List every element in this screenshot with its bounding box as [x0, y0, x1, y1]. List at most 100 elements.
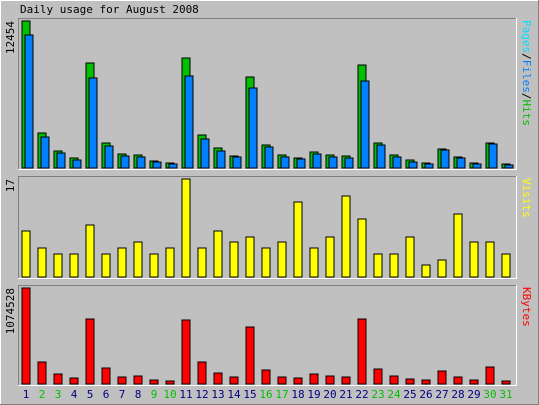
bar-hits-files-day-12 [200, 138, 210, 169]
bar-hits-files-day-24 [392, 156, 402, 169]
day-label-19: 19 [307, 388, 320, 401]
bar-kbytes-kbytes-day-13 [213, 372, 223, 385]
bar-visits-visits-day-14 [229, 241, 239, 278]
bar-kbytes-kbytes-day-30 [485, 366, 495, 385]
day-label-13: 13 [211, 388, 224, 401]
day-label-29: 29 [467, 388, 480, 401]
bar-kbytes-kbytes-day-27 [437, 370, 447, 385]
bar-visits-visits-day-27 [437, 259, 447, 278]
day-label-8: 8 [135, 388, 142, 401]
bar-visits-visits-day-2 [37, 247, 47, 278]
bar-hits-files-day-29 [472, 163, 482, 169]
bar-kbytes-kbytes-day-24 [389, 375, 399, 385]
legend-part-3: / [520, 93, 533, 100]
day-label-9: 9 [151, 388, 158, 401]
bar-kbytes-kbytes-day-22 [357, 318, 367, 385]
bar-visits-visits-day-22 [357, 218, 367, 278]
bar-visits-visits-day-13 [213, 230, 223, 278]
bar-kbytes-kbytes-day-10 [165, 380, 175, 385]
day-label-4: 4 [71, 388, 78, 401]
bar-hits-files-day-27 [440, 149, 450, 169]
bar-visits-visits-day-28 [453, 213, 463, 278]
day-label-30: 30 [483, 388, 496, 401]
bar-kbytes-kbytes-day-23 [373, 368, 383, 385]
bar-visits-visits-day-15 [245, 236, 255, 278]
bar-hits-files-day-8 [136, 156, 146, 169]
bar-visits-visits-day-1 [21, 230, 31, 278]
bar-kbytes-kbytes-day-8 [133, 375, 143, 385]
bar-hits-files-day-14 [232, 156, 242, 169]
bar-visits-visits-day-31 [501, 253, 511, 278]
bar-kbytes-kbytes-day-16 [261, 369, 271, 385]
bar-hits-files-day-9 [152, 161, 162, 169]
bar-hits-files-day-31 [504, 164, 514, 169]
legend-part-1: / [520, 53, 533, 60]
bar-kbytes-kbytes-day-21 [341, 376, 351, 385]
bar-visits-visits-day-17 [277, 241, 287, 278]
panel-hits-legend: Pages/Files/Hits [520, 20, 533, 126]
bar-visits-visits-day-3 [53, 253, 63, 278]
day-label-24: 24 [387, 388, 401, 401]
bar-visits-visits-day-19 [309, 247, 319, 278]
bar-kbytes-kbytes-day-11 [181, 319, 191, 385]
bar-visits-visits-day-9 [149, 253, 159, 278]
bar-hits-files-day-7 [120, 155, 130, 169]
bar-kbytes-kbytes-day-15 [245, 326, 255, 385]
bar-kbytes-kbytes-day-25 [405, 378, 415, 385]
panel-visits-legend: Visits [520, 178, 533, 218]
day-label-27: 27 [435, 388, 448, 401]
bar-visits-visits-day-7 [117, 247, 127, 278]
day-label-1: 1 [23, 388, 30, 401]
panel-visits-max-label: 17 [4, 179, 17, 192]
bar-hits-files-day-30 [488, 143, 498, 169]
bar-hits-files-day-6 [104, 145, 114, 169]
legend-part-0: KBytes [520, 287, 533, 327]
bar-visits-visits-day-5 [85, 224, 95, 278]
day-label-10: 10 [163, 388, 176, 401]
bar-hits-files-day-25 [408, 161, 418, 169]
day-label-21: 21 [339, 388, 352, 401]
legend-part-2: Files [520, 60, 533, 93]
bar-hits-files-day-1 [24, 34, 34, 169]
bar-hits-files-day-4 [72, 159, 82, 169]
bar-hits-files-day-26 [424, 163, 434, 169]
bar-visits-visits-day-16 [261, 247, 271, 278]
bar-hits-files-day-16 [264, 146, 274, 169]
bar-visits-visits-day-6 [101, 253, 111, 278]
bar-kbytes-kbytes-day-6 [101, 367, 111, 385]
legend-part-4: Hits [520, 100, 533, 127]
bar-visits-visits-day-30 [485, 241, 495, 278]
legend-part-0: Pages [520, 20, 533, 53]
bar-visits-visits-day-4 [69, 253, 79, 278]
bar-visits-visits-day-10 [165, 247, 175, 278]
bar-visits-visits-day-26 [421, 264, 431, 278]
bar-hits-files-day-11 [184, 75, 194, 169]
day-label-31: 31 [499, 388, 512, 401]
day-label-2: 2 [39, 388, 46, 401]
bar-kbytes-kbytes-day-29 [469, 379, 479, 385]
bar-kbytes-kbytes-day-31 [501, 380, 511, 385]
bar-kbytes-kbytes-day-7 [117, 376, 127, 385]
bar-visits-visits-day-11 [181, 178, 191, 278]
bar-kbytes-kbytes-day-19 [309, 373, 319, 385]
bar-kbytes-kbytes-day-20 [325, 375, 335, 385]
panel-hits-max-label: 12454 [4, 21, 17, 54]
panel-kbytes-frame [18, 285, 517, 386]
bar-hits-files-day-28 [456, 157, 466, 169]
day-label-16: 16 [259, 388, 272, 401]
day-label-26: 26 [419, 388, 432, 401]
bar-visits-visits-day-12 [197, 247, 207, 278]
day-label-7: 7 [119, 388, 126, 401]
day-label-11: 11 [179, 388, 192, 401]
day-label-5: 5 [87, 388, 94, 401]
day-label-23: 23 [371, 388, 384, 401]
bar-kbytes-kbytes-day-1 [21, 287, 31, 385]
bar-kbytes-kbytes-day-5 [85, 318, 95, 385]
bar-visits-visits-day-24 [389, 253, 399, 278]
bar-hits-files-day-13 [216, 150, 226, 169]
bar-kbytes-kbytes-day-9 [149, 379, 159, 385]
day-label-6: 6 [103, 388, 110, 401]
day-label-3: 3 [55, 388, 62, 401]
bar-hits-files-day-19 [312, 153, 322, 169]
